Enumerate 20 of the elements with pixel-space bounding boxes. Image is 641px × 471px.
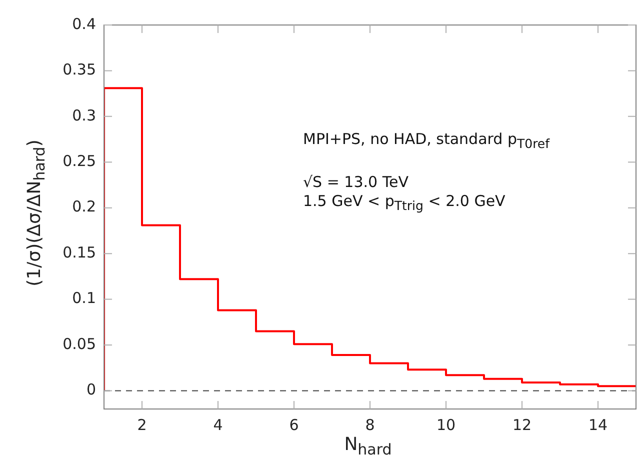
y-tick-label: 0.25 xyxy=(62,152,96,170)
x-tick-label: 2 xyxy=(137,416,147,434)
annotation: √S = 13.0 TeV xyxy=(303,173,408,191)
y-tick-label: 0.05 xyxy=(62,334,96,353)
x-axis-title: N$_{hard}$ xyxy=(343,434,393,459)
y-tick-label: 0 xyxy=(86,380,96,399)
x-tick-label: 6 xyxy=(289,416,299,434)
x-tick-label: 4 xyxy=(213,416,223,434)
y-tick-label: 0.2 xyxy=(72,198,96,216)
y-tick-label: 0.35 xyxy=(62,60,96,79)
y-tick-label: 0.3 xyxy=(72,106,96,124)
y-tick-label: 0.15 xyxy=(62,243,96,262)
y-tick-label: 0.4 xyxy=(72,14,96,33)
y-tick-label: 0.1 xyxy=(72,289,96,308)
annotation: MPI+PS, no HAD, standard p$_{T0ref}$ xyxy=(303,130,550,151)
x-tick-label: 8 xyxy=(365,416,375,434)
annotation: 1.5 GeV < p$_{Ttrig}$ < 2.0 GeV xyxy=(303,192,506,213)
x-tick-label: 14 xyxy=(588,416,608,434)
x-tick-label: 12 xyxy=(512,416,532,434)
x-tick-label: 10 xyxy=(436,416,456,434)
